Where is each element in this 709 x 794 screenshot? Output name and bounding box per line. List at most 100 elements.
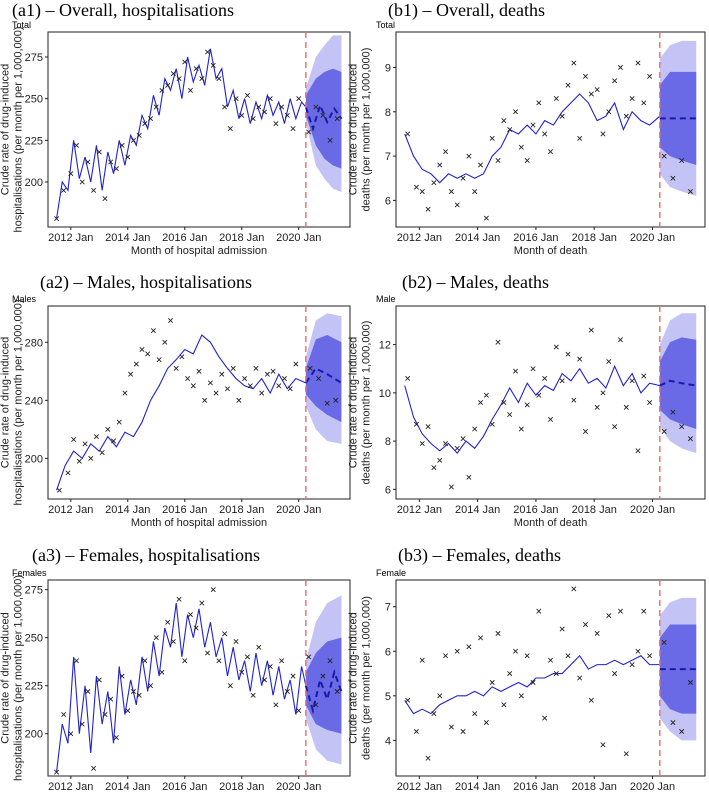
observed-point	[472, 189, 478, 195]
y-tick-label: 275	[25, 585, 43, 597]
observed-point	[284, 688, 290, 694]
x-tick-label: 2020 Jan	[630, 232, 675, 244]
observed-point	[495, 630, 501, 636]
observed-point	[559, 626, 565, 632]
panel-subtitle-b3: Female	[376, 568, 407, 578]
observed-point	[413, 184, 419, 190]
observed-point	[483, 392, 489, 398]
y-tick-label: 5	[385, 691, 391, 703]
observed-point	[150, 328, 156, 334]
observed-point	[507, 412, 513, 418]
observed-point	[205, 650, 211, 656]
observed-point	[159, 669, 165, 675]
y-tick-label: 225	[25, 135, 43, 147]
panel-title-a3: (a3) – Females, hospitalisations	[32, 545, 260, 565]
panel-title-b1: (b1) – Overall, deaths	[388, 0, 545, 20]
observed-point	[507, 671, 513, 677]
panel-subtitle-a3: Females	[12, 568, 47, 578]
observed-point	[61, 187, 67, 193]
observed-point	[524, 158, 530, 164]
observed-point	[617, 337, 623, 343]
observed-point	[156, 357, 162, 363]
observed-point	[190, 383, 196, 389]
observed-point	[431, 465, 437, 471]
y-tick-label: 250	[25, 94, 43, 106]
observed-point	[495, 158, 501, 164]
forecast-line	[659, 379, 697, 387]
observed-point	[79, 179, 85, 185]
observed-point	[661, 639, 667, 645]
observed-point	[54, 769, 60, 775]
observed-point	[179, 354, 185, 360]
plot-frame	[47, 305, 351, 500]
observed-point	[606, 613, 612, 619]
observed-point	[159, 87, 165, 93]
observed-point	[216, 658, 222, 664]
observed-point	[306, 654, 312, 660]
x-tick-label: 2012 Jan	[397, 504, 442, 516]
x-tick-label: 2018 Jan	[572, 232, 617, 244]
observed-point	[108, 696, 114, 702]
x-axis-label: Month of hospital admission	[131, 517, 267, 529]
observed-point	[185, 376, 191, 382]
y-axis-label-line: deaths (per month per 1,000,000)	[360, 321, 372, 485]
observed-point	[466, 644, 472, 650]
observed-point	[495, 339, 501, 345]
observed-point	[244, 92, 250, 98]
observed-point	[76, 458, 82, 464]
observed-point	[99, 450, 105, 456]
observed-point	[327, 137, 333, 143]
observed-point	[518, 426, 524, 432]
observed-point	[623, 404, 629, 410]
observed-point	[136, 692, 142, 698]
observed-point	[239, 112, 245, 118]
observed-point	[443, 149, 449, 155]
observed-point	[233, 96, 239, 102]
x-tick-label: 2014 Jan	[455, 781, 500, 793]
observed-point	[553, 671, 559, 677]
observed-point	[142, 658, 148, 664]
observed-point	[142, 121, 148, 127]
y-axis-label-line: Crude rate of drug-induced	[348, 64, 360, 195]
x-tick-label: 2012 Jan	[48, 232, 93, 244]
observed-point	[284, 112, 290, 118]
observed-point	[501, 702, 507, 708]
observed-point	[125, 154, 131, 160]
observed-point	[96, 677, 102, 683]
observed-point	[287, 386, 293, 392]
observed-point	[425, 206, 431, 212]
observed-point	[454, 445, 460, 451]
observed-point	[443, 440, 449, 447]
observed-point	[661, 153, 667, 159]
observed-point	[290, 673, 296, 679]
observed-point	[222, 104, 228, 110]
observed-point	[542, 131, 548, 137]
y-tick-label: 7	[385, 602, 391, 614]
observed-point	[437, 693, 443, 699]
y-axis-label: Crude rate of drug-induceddeaths (per mo…	[348, 321, 373, 485]
y-tick-label: 6	[385, 484, 391, 496]
observed-point	[210, 62, 216, 68]
y-tick-label: 10	[379, 388, 391, 400]
observed-point	[167, 317, 174, 324]
prediction-interval-80	[305, 637, 342, 734]
x-tick-label: 2016 Jan	[162, 232, 207, 244]
observed-point	[85, 688, 91, 694]
observed-point	[413, 421, 419, 427]
observed-point	[320, 673, 326, 679]
observed-point	[313, 702, 319, 708]
observed-point	[256, 104, 262, 110]
observed-point	[233, 638, 239, 645]
observed-point	[466, 153, 472, 159]
observed-point	[547, 657, 554, 663]
observed-point	[236, 397, 242, 403]
observed-point	[501, 118, 507, 124]
fitted-line	[56, 334, 307, 491]
observed-point	[227, 683, 233, 689]
observed-point	[559, 113, 565, 119]
prediction-interval-80	[305, 68, 342, 169]
x-axis-label: Month of death	[514, 517, 587, 529]
